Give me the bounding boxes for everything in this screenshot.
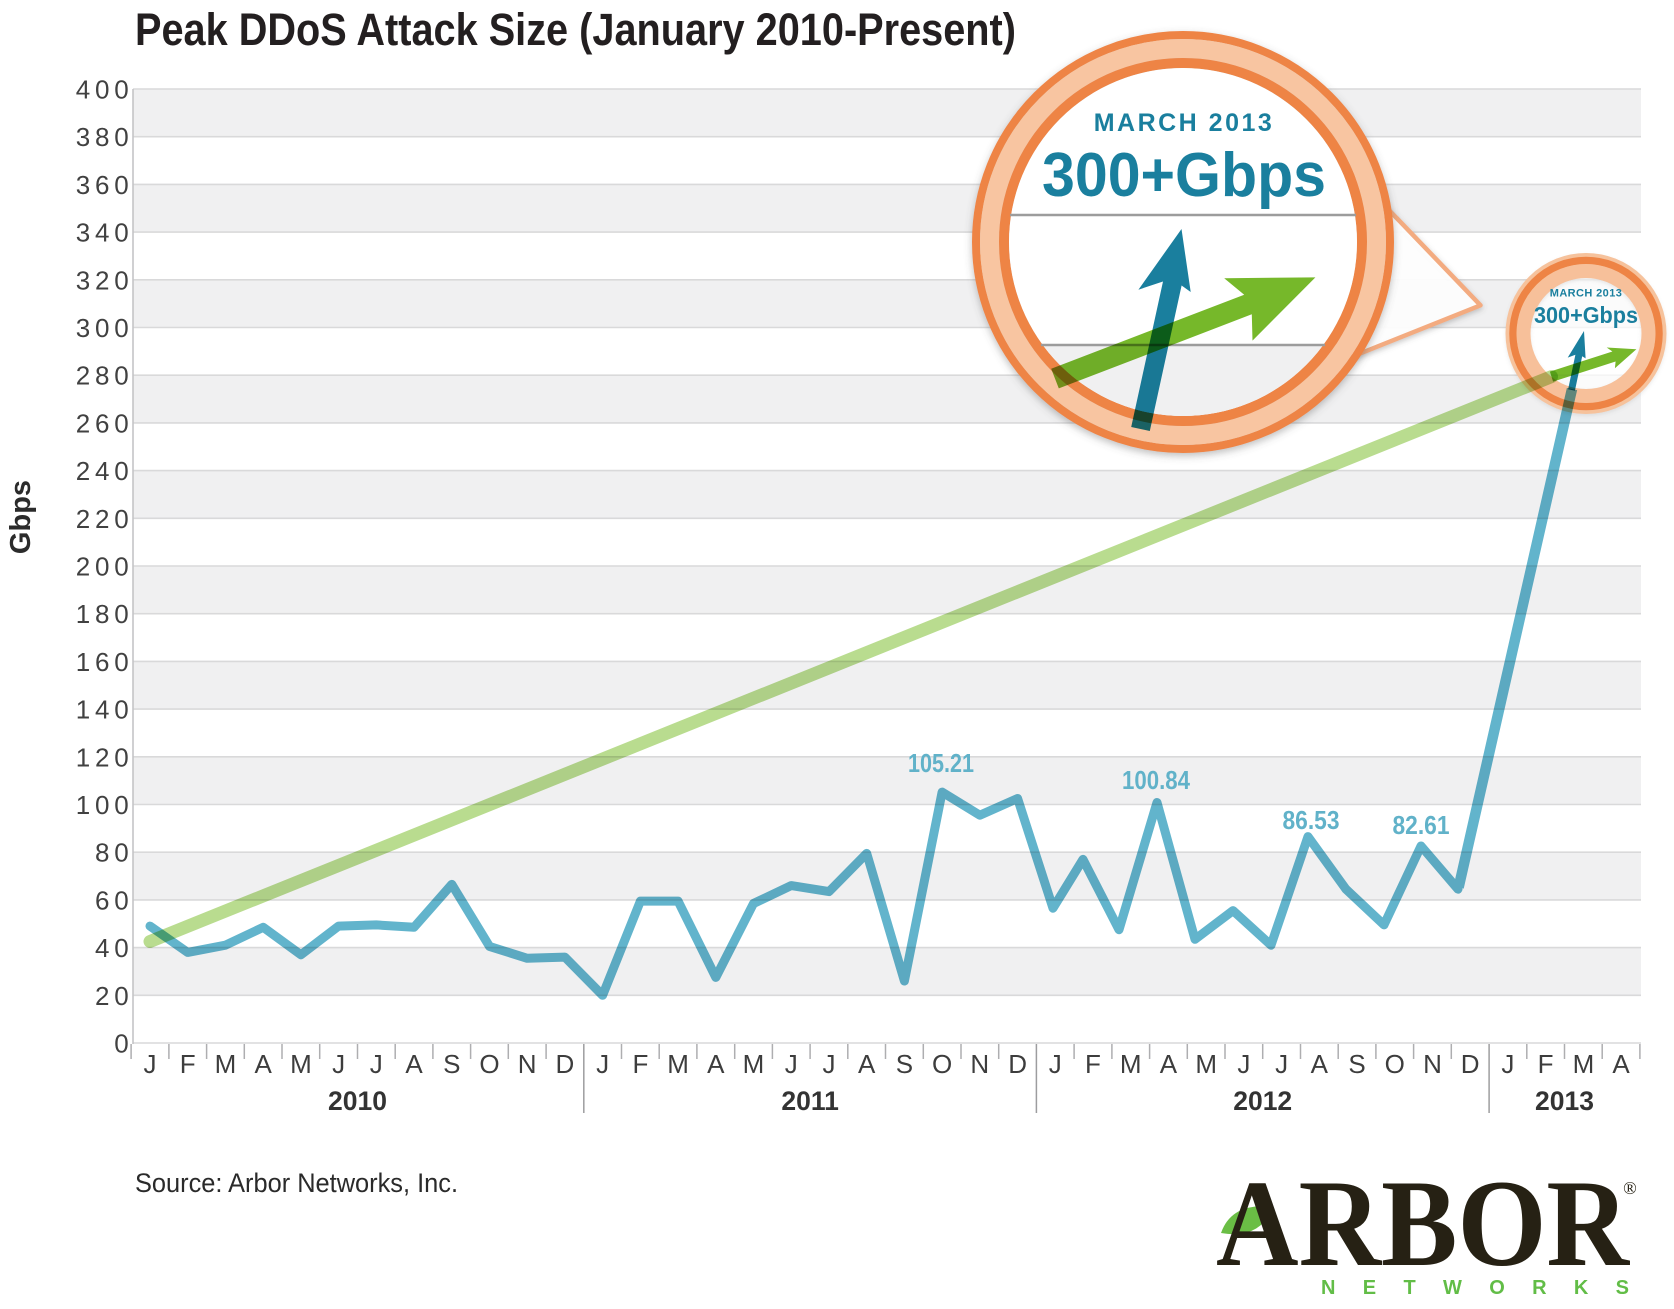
svg-text:J: J: [785, 1049, 798, 1079]
svg-text:J: J: [1501, 1049, 1514, 1079]
svg-text:380: 380: [76, 122, 134, 152]
svg-text:140: 140: [76, 695, 134, 725]
svg-text:A: A: [255, 1049, 273, 1079]
svg-text:F: F: [632, 1049, 648, 1079]
svg-text:2012: 2012: [1233, 1086, 1292, 1116]
svg-text:300+Gbps: 300+Gbps: [1042, 141, 1326, 210]
svg-text:ARBOR: ARBOR: [1216, 1155, 1630, 1292]
svg-text:340: 340: [76, 218, 134, 248]
svg-text:240: 240: [76, 456, 134, 486]
svg-text:M: M: [1573, 1049, 1595, 1079]
svg-text:M: M: [1195, 1049, 1217, 1079]
svg-text:J: J: [1237, 1049, 1250, 1079]
svg-text:40: 40: [95, 933, 134, 963]
svg-text:Source: Arbor Networks, Inc.: Source: Arbor Networks, Inc.: [135, 1168, 458, 1198]
svg-text:2011: 2011: [781, 1086, 839, 1116]
svg-text:J: J: [1049, 1049, 1062, 1079]
svg-text:MARCH 2013: MARCH 2013: [1094, 109, 1275, 137]
svg-text:M: M: [1120, 1049, 1142, 1079]
svg-text:D: D: [1008, 1049, 1027, 1079]
svg-text:A: A: [858, 1049, 876, 1079]
svg-text:S: S: [1348, 1049, 1365, 1079]
svg-text:360: 360: [76, 170, 134, 200]
svg-text:280: 280: [76, 361, 134, 391]
svg-text:O: O: [932, 1049, 952, 1079]
svg-text:A: A: [1160, 1049, 1178, 1079]
svg-text:F: F: [1538, 1049, 1554, 1079]
svg-text:A: A: [405, 1049, 423, 1079]
svg-text:A: A: [1311, 1049, 1329, 1079]
svg-text:20: 20: [95, 981, 134, 1011]
svg-text:A: A: [1612, 1049, 1630, 1079]
svg-text:S: S: [896, 1049, 913, 1079]
svg-text:D: D: [556, 1049, 575, 1079]
svg-text:2013: 2013: [1535, 1086, 1594, 1116]
svg-text:200: 200: [76, 552, 134, 582]
svg-text:105.21: 105.21: [908, 750, 974, 778]
svg-text:F: F: [180, 1049, 196, 1079]
svg-text:2010: 2010: [328, 1086, 387, 1116]
svg-text:Gbps: Gbps: [5, 480, 37, 554]
svg-text:86.53: 86.53: [1283, 807, 1340, 835]
svg-text:400: 400: [76, 75, 134, 105]
svg-text:60: 60: [95, 885, 134, 915]
svg-text:J: J: [332, 1049, 345, 1079]
svg-text:J: J: [823, 1049, 836, 1079]
svg-text:M: M: [290, 1049, 312, 1079]
svg-text:®: ®: [1623, 1178, 1637, 1198]
svg-text:MARCH 2013: MARCH 2013: [1550, 288, 1622, 300]
svg-text:M: M: [215, 1049, 237, 1079]
svg-text:100: 100: [76, 790, 134, 820]
svg-text:J: J: [144, 1049, 157, 1079]
svg-text:A: A: [707, 1049, 725, 1079]
svg-text:160: 160: [76, 647, 134, 677]
svg-text:260: 260: [76, 408, 134, 438]
svg-text:80: 80: [95, 838, 134, 868]
svg-text:D: D: [1461, 1049, 1480, 1079]
svg-text:120: 120: [76, 742, 134, 772]
svg-text:M: M: [743, 1049, 765, 1079]
svg-text:N: N: [518, 1049, 537, 1079]
svg-text:0: 0: [114, 1029, 133, 1059]
svg-text:S: S: [443, 1049, 460, 1079]
svg-text:J: J: [596, 1049, 609, 1079]
svg-text:N: N: [1423, 1049, 1442, 1079]
svg-text:300+Gbps: 300+Gbps: [1534, 302, 1638, 328]
svg-text:J: J: [370, 1049, 383, 1079]
svg-text:82.61: 82.61: [1393, 812, 1450, 840]
svg-text:100.84: 100.84: [1122, 767, 1191, 795]
svg-text:220: 220: [76, 504, 134, 534]
svg-text:300: 300: [76, 313, 134, 343]
svg-text:180: 180: [76, 599, 134, 629]
svg-text:Peak DDoS Attack Size (January: Peak DDoS Attack Size (January 2010-Pres…: [135, 4, 1016, 55]
svg-text:320: 320: [76, 265, 134, 295]
svg-text:F: F: [1085, 1049, 1101, 1079]
svg-text:J: J: [1275, 1049, 1288, 1079]
svg-text:O: O: [1385, 1049, 1405, 1079]
svg-text:N: N: [970, 1049, 989, 1079]
svg-text:M: M: [667, 1049, 689, 1079]
svg-text:O: O: [479, 1049, 499, 1079]
